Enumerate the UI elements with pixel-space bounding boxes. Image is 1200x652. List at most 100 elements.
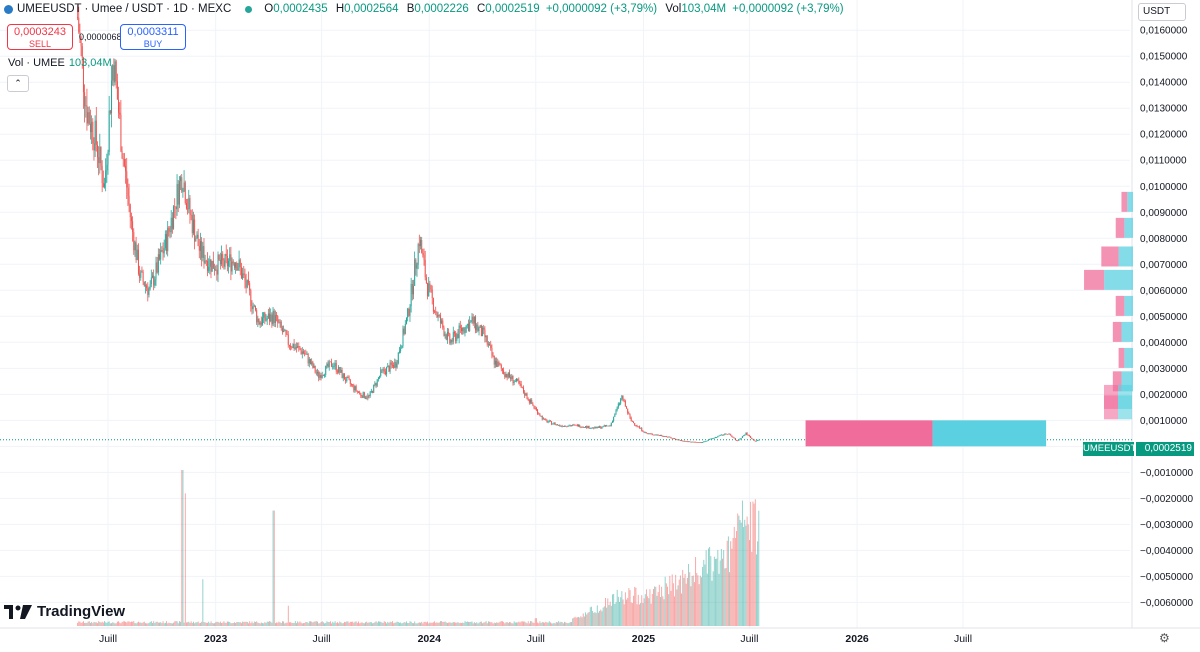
volume-bar [533, 622, 535, 626]
candle-body [325, 365, 327, 375]
volume-bar [182, 470, 184, 626]
volume-bar [542, 622, 544, 626]
volume-bar [463, 622, 465, 626]
candle-body [120, 114, 122, 151]
candle-body [198, 246, 200, 251]
volume-bar [540, 623, 542, 626]
volume-bar [218, 622, 220, 626]
candle-body [101, 165, 103, 184]
candle-body [329, 361, 331, 363]
volume-bar [523, 621, 524, 626]
candle-body [263, 312, 265, 318]
candle-body [288, 344, 290, 346]
volume-bar [534, 618, 536, 626]
volume-bar [387, 621, 389, 626]
candle-body [595, 427, 597, 429]
candle-body [607, 425, 609, 427]
buy-button[interactable]: 0,0003311 BUY [120, 24, 186, 50]
volume-bar [566, 622, 568, 626]
volume-profile-up-bar [1118, 246, 1133, 267]
candle-body [211, 260, 213, 272]
candle-body [233, 263, 235, 268]
settings-gear-icon[interactable]: ⚙ [1159, 631, 1170, 645]
volume-bar [409, 621, 411, 626]
candle-body [88, 112, 90, 124]
volume-bar [380, 621, 382, 626]
candle-body [249, 283, 251, 291]
symbol-title[interactable]: UMEEUSDT · Umee / USDT · 1D · MEXC [17, 3, 232, 15]
candle-body [271, 314, 273, 325]
volume-bar [451, 622, 453, 626]
candle-body [160, 249, 162, 260]
volume-bar [697, 575, 699, 626]
candle-body [139, 273, 141, 278]
volume-bar [643, 598, 645, 626]
volume-bar [739, 519, 741, 626]
volume-bar [306, 622, 308, 626]
volume-bar [725, 567, 727, 626]
candle-body [280, 321, 282, 329]
candle-body [168, 227, 170, 232]
candle-body [345, 379, 347, 382]
candle-body [184, 182, 186, 204]
volume-bar [535, 618, 537, 626]
candle-body [260, 322, 262, 325]
candle-body [506, 374, 508, 378]
volume-bar [423, 621, 425, 626]
sell-button[interactable]: 0,0003243 SELL [7, 24, 73, 50]
volume-bar [491, 622, 493, 626]
volume-bar [162, 621, 164, 626]
volume-bar [655, 586, 657, 626]
volume-bar [642, 602, 644, 626]
candle-body [631, 420, 633, 422]
volume-bar [689, 572, 691, 626]
volume-bar [83, 621, 84, 626]
candle-body [327, 363, 329, 367]
volume-bar [718, 573, 720, 626]
volume-bar [235, 623, 237, 626]
candle-body [734, 438, 736, 440]
candle-body [196, 234, 198, 239]
candle-body [485, 336, 487, 338]
volume-bar [706, 573, 708, 626]
candle-body [697, 442, 699, 443]
volume-bar [469, 622, 471, 626]
candle-body [89, 123, 91, 133]
volume-bar [737, 513, 739, 626]
candle-body [195, 238, 197, 242]
volume-bar [156, 621, 158, 626]
candle-body [298, 345, 300, 348]
candle-body [321, 375, 323, 378]
volume-bar [576, 617, 578, 626]
candle-body [576, 424, 578, 427]
volume-bar [647, 596, 649, 626]
volume-bar [567, 623, 569, 626]
volume-bar [177, 623, 179, 626]
candle-body [641, 427, 643, 431]
candle-body [669, 436, 671, 438]
volume-bar [95, 622, 97, 626]
volume-profile-down-bar [1104, 384, 1118, 409]
collapse-legend-button[interactable]: ⌃ [7, 75, 29, 92]
volume-bar [290, 622, 292, 626]
candle-body [725, 433, 727, 435]
volume-bar [619, 601, 620, 626]
candle-body [311, 361, 313, 365]
candle-body [645, 432, 647, 434]
candle-body [204, 260, 206, 264]
candle-body [731, 435, 733, 437]
candle-body [511, 375, 513, 379]
volume-bar [111, 623, 113, 626]
candle-body [291, 347, 293, 348]
volume-bar [100, 622, 102, 626]
tradingview-logo[interactable]: TradingView [4, 603, 125, 620]
candle-body [115, 61, 117, 82]
candle-body [592, 427, 594, 429]
candle-body [556, 424, 558, 426]
currency-selector[interactable]: USDT [1138, 3, 1186, 21]
candle-body [526, 393, 528, 399]
candle-body [740, 437, 742, 439]
volume-bar [466, 621, 468, 626]
candle-body [123, 159, 125, 166]
